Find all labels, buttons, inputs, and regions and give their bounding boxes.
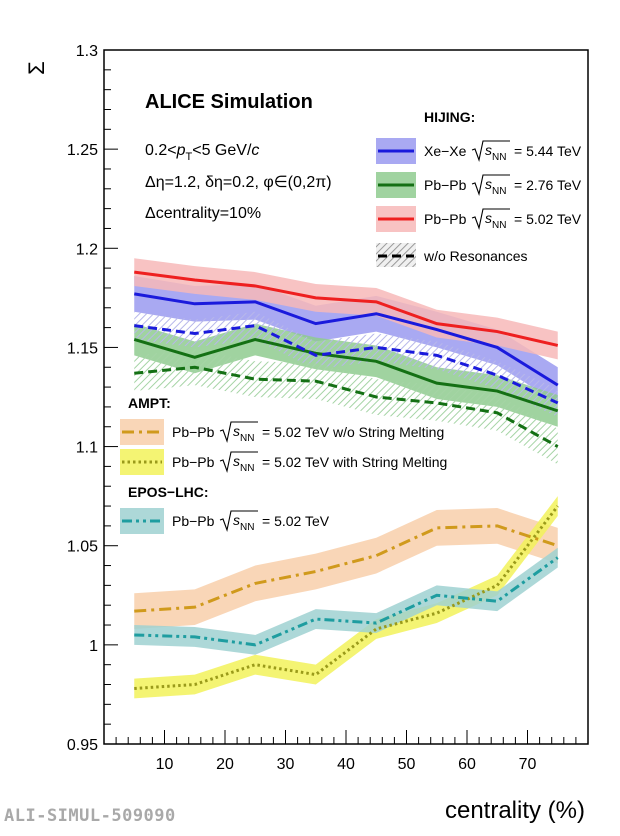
sqrt-sign bbox=[471, 140, 510, 162]
pt-range-label: 0.2<pT<5 GeV/c bbox=[145, 142, 259, 163]
y-axis-ticks: 0.95 1 1.05 1.1 1.15 1.2 1.25 1.3 bbox=[67, 43, 118, 754]
y-axis-title: Σ bbox=[24, 61, 49, 75]
sqrt-sign bbox=[219, 510, 258, 532]
sqrt-sub: NN bbox=[492, 186, 506, 197]
legend-label-energy: = 5.02 TeV bbox=[262, 513, 330, 529]
sqrt-sign bbox=[219, 451, 258, 473]
sqrt-s: s bbox=[233, 512, 240, 528]
legend-label: Pb−Pb bbox=[172, 513, 215, 529]
y-tick-label: 1.25 bbox=[67, 142, 98, 159]
sqrt-s: s bbox=[485, 142, 492, 158]
series-line-3 bbox=[134, 324, 559, 405]
y-tick-label: 1.1 bbox=[76, 440, 98, 457]
sqrt-sub: NN bbox=[492, 220, 506, 231]
band-4 bbox=[134, 349, 558, 465]
band-7 bbox=[134, 547, 558, 655]
x-tick-label: 20 bbox=[216, 756, 234, 773]
series-lines bbox=[133, 270, 559, 690]
legend-label-energy: = 5.44 TeV bbox=[514, 143, 582, 159]
band-0 bbox=[134, 276, 558, 403]
legend-heading-epos: EPOS−LHC: bbox=[128, 484, 209, 500]
x-tick-label: 10 bbox=[156, 756, 174, 773]
series-line-4 bbox=[134, 365, 559, 448]
legend-label-energy: = 5.02 TeV bbox=[514, 211, 582, 227]
series-line-2 bbox=[134, 270, 559, 347]
x-tick-label: 50 bbox=[398, 756, 416, 773]
sqrt-sub: NN bbox=[240, 433, 254, 444]
sqrt-sub: NN bbox=[492, 152, 506, 163]
watermark: ALI-SIMUL-509090 bbox=[4, 806, 176, 826]
series-line-1 bbox=[133, 337, 559, 413]
chart-title: ALICE Simulation bbox=[145, 91, 313, 113]
legend-label-energy: = 5.02 TeV with String Melting bbox=[262, 454, 447, 470]
series-line-0 bbox=[134, 292, 559, 387]
y-tick-label: 1.05 bbox=[67, 539, 98, 556]
y-tick-label: 1.2 bbox=[76, 241, 98, 258]
x-tick-label: 60 bbox=[458, 756, 476, 773]
legend-label: Pb−Pb bbox=[172, 454, 215, 470]
legend-label-energy: = 5.02 TeV w/o String Melting bbox=[262, 424, 444, 440]
legend-heading-ampt: AMPT: bbox=[128, 395, 171, 411]
sqrt-s: s bbox=[233, 453, 240, 469]
legend-label: Pb−Pb bbox=[424, 211, 467, 227]
sqrt-sign bbox=[471, 174, 510, 196]
legend-label: Pb−Pb bbox=[424, 177, 467, 193]
x-axis-ticks: 10 20 30 40 50 60 70 bbox=[103, 730, 589, 773]
y-tick-label: 1 bbox=[89, 638, 98, 655]
uncertainty-bands bbox=[134, 258, 558, 699]
y-tick-label: 0.95 bbox=[67, 737, 98, 754]
x-tick-label: 40 bbox=[337, 756, 355, 773]
legend-heading-hijing: HIJING: bbox=[424, 109, 475, 125]
legend-label: Pb−Pb bbox=[172, 424, 215, 440]
centrality-bin-label: Δcentrality=10% bbox=[145, 205, 261, 222]
sqrt-s: s bbox=[485, 210, 492, 226]
band-5 bbox=[134, 508, 558, 629]
x-tick-label: 70 bbox=[519, 756, 537, 773]
sqrt-sign bbox=[471, 208, 510, 230]
series-line-7 bbox=[134, 556, 559, 647]
sqrt-sub: NN bbox=[240, 463, 254, 474]
band-3 bbox=[134, 311, 558, 417]
x-axis-title: centrality (%) bbox=[445, 797, 585, 824]
eta-phi-label: Δη=1.2, δη=0.2, φ∈(0,2π) bbox=[145, 174, 332, 191]
y-tick-label: 1.3 bbox=[76, 43, 98, 60]
y-tick-label: 1.15 bbox=[67, 340, 98, 357]
sqrt-sign bbox=[219, 421, 258, 443]
series-line-5 bbox=[134, 524, 559, 613]
legend-label-resonances: w/o Resonances bbox=[423, 248, 528, 264]
sqrt-s: s bbox=[485, 176, 492, 192]
x-tick-label: 30 bbox=[277, 756, 295, 773]
sqrt-sub: NN bbox=[240, 522, 254, 533]
legend-label-energy: = 2.76 TeV bbox=[514, 177, 582, 193]
sqrt-s: s bbox=[233, 423, 240, 439]
legend-label: Xe−Xe bbox=[424, 143, 467, 159]
